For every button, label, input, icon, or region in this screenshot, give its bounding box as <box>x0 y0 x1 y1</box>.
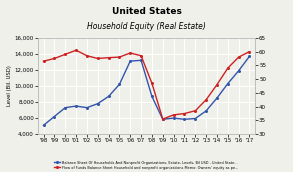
Y-axis label: Level (Bil. USD): Level (Bil. USD) <box>7 66 12 106</box>
Text: United States: United States <box>112 7 181 16</box>
Text: Household Equity (Real Estate): Household Equity (Real Estate) <box>87 22 206 31</box>
Legend: Balance Sheet Of Households And Nonprofit Organizations, Estate, Levels, Bil USD: Balance Sheet Of Households And Nonprofi… <box>54 160 239 170</box>
